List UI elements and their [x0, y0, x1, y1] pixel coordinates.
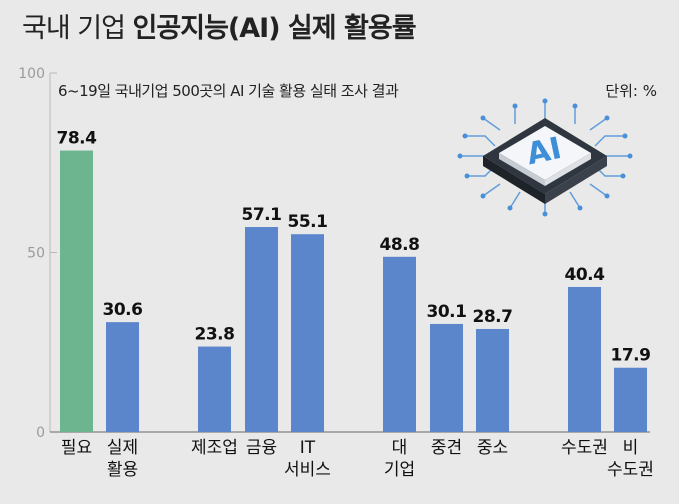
chip-text: AI: [524, 131, 565, 172]
bar-value-label: 78.4: [57, 129, 98, 149]
bar-value-label: 28.7: [473, 307, 513, 327]
bar-value-label: 30.6: [103, 300, 143, 320]
axis-layer: 0 50 100: [18, 66, 650, 441]
category-label: 기업: [384, 460, 415, 480]
category-label: 대: [392, 438, 408, 458]
category-label: IT: [300, 438, 316, 458]
category-label: 수도권: [607, 460, 654, 480]
bar-value-label: 57.1: [242, 205, 282, 225]
title-light: 국내 기업: [22, 13, 126, 44]
category-label: 활용: [107, 460, 138, 480]
category-label: 제조업: [191, 438, 238, 458]
bar-value-label: 17.9: [611, 346, 651, 366]
bar: [198, 346, 231, 432]
bar: [430, 323, 463, 432]
ai-chip-icon: AI: [457, 98, 633, 217]
category-label: 금융: [246, 438, 277, 458]
title-bold: 인공지능(AI) 실제 활용률: [132, 13, 417, 44]
bar: [383, 256, 416, 432]
bar: [476, 328, 509, 432]
bar: [614, 367, 647, 432]
unit-label: 단위: %: [605, 82, 657, 100]
category-label: 실제: [107, 438, 138, 458]
chart-title: 국내 기업 인공지능(AI) 실제 활용률: [22, 6, 417, 56]
bar: [60, 150, 93, 432]
y-tick-label: 0: [36, 425, 45, 441]
category-label: 비: [623, 438, 639, 458]
y-tick-label: 100: [18, 66, 45, 82]
bar: [568, 286, 601, 432]
bar-value-label: 30.1: [427, 302, 467, 322]
chart-subtitle: 6~19일 국내기업 500곳의 AI 기술 활용 실태 조사 결과: [58, 82, 399, 100]
bar-value-label: 48.8: [380, 235, 420, 255]
bar-value-label: 55.1: [288, 212, 328, 232]
bar: [245, 227, 278, 432]
category-label: 수도권: [561, 438, 608, 458]
category-label: 필요: [61, 438, 92, 458]
bar-value-label: 40.4: [565, 265, 606, 285]
bar: [291, 234, 324, 432]
category-label: 서비스: [284, 460, 331, 480]
bar: [106, 322, 139, 432]
bar-value-label: 23.8: [195, 325, 235, 345]
category-label: 중소: [477, 438, 508, 458]
y-tick-label: 50: [27, 246, 45, 262]
category-label: 중견: [431, 438, 462, 458]
